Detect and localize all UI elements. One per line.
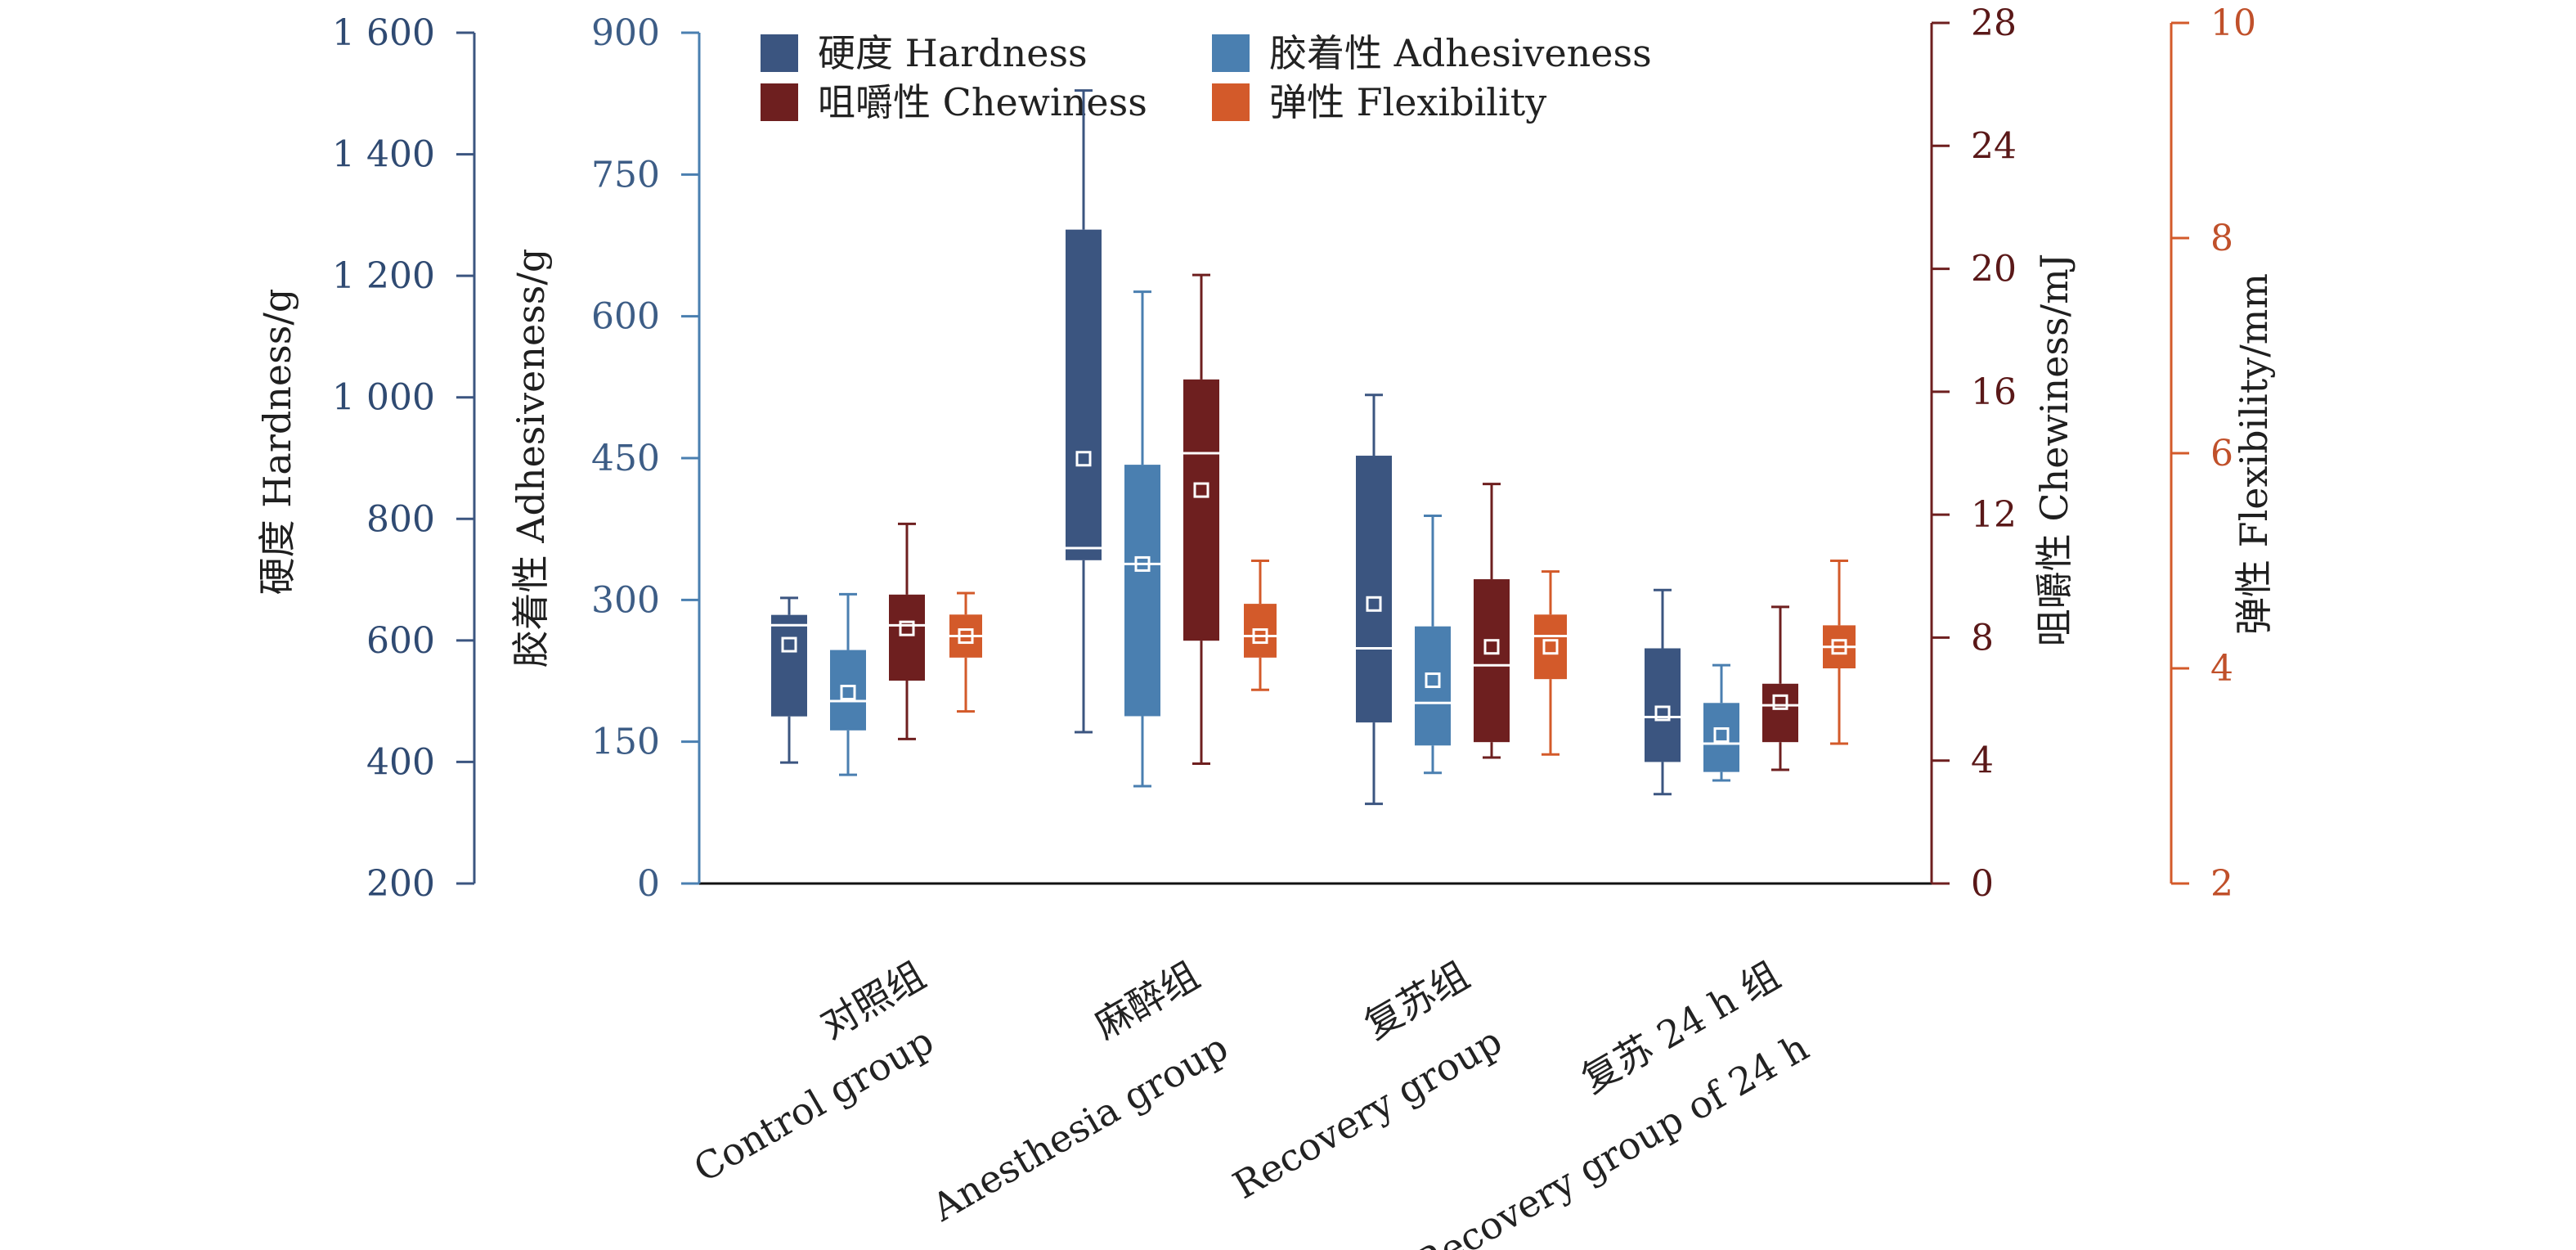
box-adhesiveness-2 <box>1415 514 1451 775</box>
tick-label-adhesiveness: 150 <box>591 722 660 763</box>
legend-label-adhesiveness: 胶着性 Adhesiveness <box>1269 31 1652 75</box>
tick-label-hardness: 600 <box>366 620 435 662</box>
mean-marker <box>781 636 797 653</box>
box-body <box>771 614 807 717</box>
box-adhesiveness-3 <box>1703 663 1739 782</box>
box-body <box>1183 379 1219 641</box>
box-body <box>1124 465 1160 717</box>
mean-marker <box>1425 672 1441 689</box>
box-hardness-3 <box>1645 588 1681 796</box>
tick-label-flexibility: 8 <box>2210 218 2233 259</box>
tick-label-flexibility: 6 <box>2210 433 2233 474</box>
tick-label-chewiness: 24 <box>1971 125 2017 167</box>
box-body <box>1474 579 1510 743</box>
mean-marker <box>1831 639 1847 655</box>
legend-label-chewiness: 咀嚼性 Chewiness <box>818 80 1147 124</box>
mean-marker <box>1654 705 1671 722</box>
box-adhesiveness-0 <box>830 592 866 776</box>
axis-chewiness: 0 4 8 12 16 20 24 28 咀嚼性 Chewiness/mJ <box>1930 2 2076 905</box>
legend-swatch-chewiness <box>761 83 798 121</box>
box-hardness-0 <box>771 596 807 764</box>
box-hardness-2 <box>1356 393 1392 806</box>
tick-label-chewiness: 4 <box>1971 740 1994 782</box>
box-flexibility-2 <box>1534 570 1567 756</box>
mean-marker <box>1075 451 1092 467</box>
tick-label-hardness: 1 000 <box>332 377 435 419</box>
tick-label-adhesiveness: 300 <box>591 579 660 621</box>
box-flexibility-1 <box>1244 560 1277 691</box>
mean-marker <box>1483 639 1500 655</box>
tick-label-chewiness: 8 <box>1971 617 1994 659</box>
box-flexibility-3 <box>1823 560 1856 745</box>
tick-label-flexibility: 4 <box>2210 648 2233 690</box>
legend-swatch-adhesiveness <box>1212 34 1250 72</box>
mean-marker <box>899 620 915 636</box>
box-chewiness-0 <box>889 522 925 740</box>
tick-label-hardness: 1 400 <box>332 134 435 176</box>
mean-marker <box>1772 694 1788 710</box>
tick-label-chewiness: 16 <box>1971 371 2017 413</box>
tick-label-adhesiveness: 600 <box>591 296 660 338</box>
box-body <box>1534 614 1567 680</box>
axis-title-chewiness: 咀嚼性 Chewiness/mJ <box>2032 254 2076 646</box>
legend-label-hardness: 硬度 Hardness <box>818 31 1088 75</box>
box-body <box>1703 703 1739 772</box>
box-body <box>1762 683 1798 743</box>
legend-label-flexibility: 弹性 Flexibility <box>1269 80 1546 124</box>
tick-label-hardness: 1 200 <box>332 255 435 297</box>
tick-label-chewiness: 12 <box>1971 494 2017 536</box>
tick-label-chewiness: 0 <box>1971 863 1994 905</box>
tick-label-chewiness: 28 <box>1971 2 2017 44</box>
tick-label-chewiness: 20 <box>1971 249 2017 290</box>
mean-marker <box>1252 628 1268 645</box>
axis-adhesiveness: 0 150 300 450 600 750 900 胶着性 Adhesiveness/g <box>509 12 701 905</box>
tick-label-hardness: 400 <box>366 741 435 783</box>
tick-label-adhesiveness: 900 <box>591 12 660 54</box>
legend: 硬度 Hardness 胶着性 Adhesiveness 咀嚼性 Chewine… <box>761 31 1652 124</box>
axis-hardness: 200 400 600 800 1 000 1 200 1 400 1 600 硬度 Hardn… <box>255 12 476 905</box>
box-body <box>1645 648 1681 762</box>
box-body <box>1066 229 1102 560</box>
tick-label-flexibility: 10 <box>2210 2 2256 44</box>
mean-marker <box>840 685 856 701</box>
axis-title-adhesiveness: 胶着性 Adhesiveness/g <box>509 249 553 668</box>
tick-label-hardness: 1 600 <box>332 12 435 54</box>
tick-label-hardness: 800 <box>366 498 435 540</box>
axis-title-flexibility: 弹性 Flexibility/mm <box>2232 273 2276 635</box>
axis-flexibility: 2 4 6 8 10 弹性 Flexibility/mm <box>2170 2 2276 905</box>
mean-marker <box>958 628 974 645</box>
tick-label-hardness: 200 <box>366 863 435 905</box>
box-hardness-1 <box>1066 89 1102 734</box>
tick-label-adhesiveness: 750 <box>591 154 660 196</box>
box-chewiness-1 <box>1183 273 1219 765</box>
mean-marker <box>1193 482 1209 498</box>
box-flexibility-0 <box>949 591 982 713</box>
box-adhesiveness-1 <box>1124 290 1160 788</box>
mean-marker <box>1542 639 1559 655</box>
box-chewiness-2 <box>1474 483 1510 759</box>
box-body <box>830 650 866 731</box>
legend-swatch-flexibility <box>1212 83 1250 121</box>
boxes-layer <box>771 89 1856 806</box>
axis-title-hardness: 硬度 Hardness/g <box>255 289 299 596</box>
mean-marker <box>1366 596 1382 612</box>
mean-marker <box>1713 727 1730 744</box>
box-body <box>1356 456 1392 723</box>
legend-swatch-hardness <box>761 34 798 72</box>
mean-marker <box>1134 555 1151 572</box>
tick-label-flexibility: 2 <box>2210 863 2233 905</box>
box-chewiness-3 <box>1762 605 1798 771</box>
tick-label-adhesiveness: 450 <box>591 438 660 479</box>
tick-label-adhesiveness: 0 <box>637 863 660 905</box>
box-body <box>889 594 925 681</box>
